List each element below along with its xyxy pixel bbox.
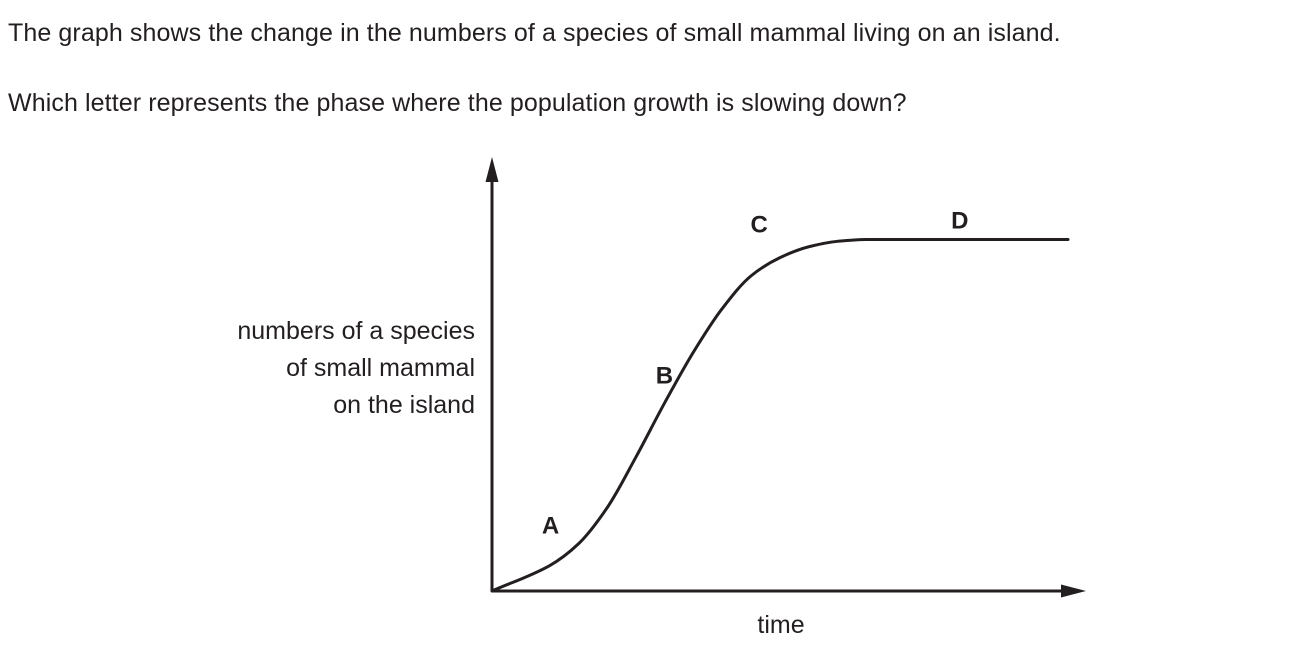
- phase-label-layer: A B C D: [542, 208, 969, 540]
- question-line-2: Which letter represents the phase where …: [8, 89, 907, 117]
- chart-axes: time: [485, 157, 1086, 639]
- x-axis-label: time: [757, 611, 804, 639]
- y-axis-arrowhead: [485, 157, 499, 182]
- y-axis-label: numbers of a species of small mammal on …: [237, 313, 475, 424]
- phase-label-c: C: [751, 212, 768, 239]
- phase-label-a: A: [542, 513, 559, 540]
- y-axis-label-line-2: of small mammal: [286, 354, 475, 382]
- phase-label-b: B: [656, 362, 673, 389]
- phase-label-d: D: [951, 208, 968, 235]
- x-axis-arrowhead: [1061, 584, 1086, 598]
- y-axis-label-line-1: numbers of a species: [237, 317, 475, 345]
- question-line-1: The graph shows the change in the number…: [8, 19, 1061, 47]
- curve-layer: [490, 237, 1070, 593]
- y-axis-label-line-3: on the island: [333, 391, 475, 419]
- population-curve: [490, 237, 1070, 593]
